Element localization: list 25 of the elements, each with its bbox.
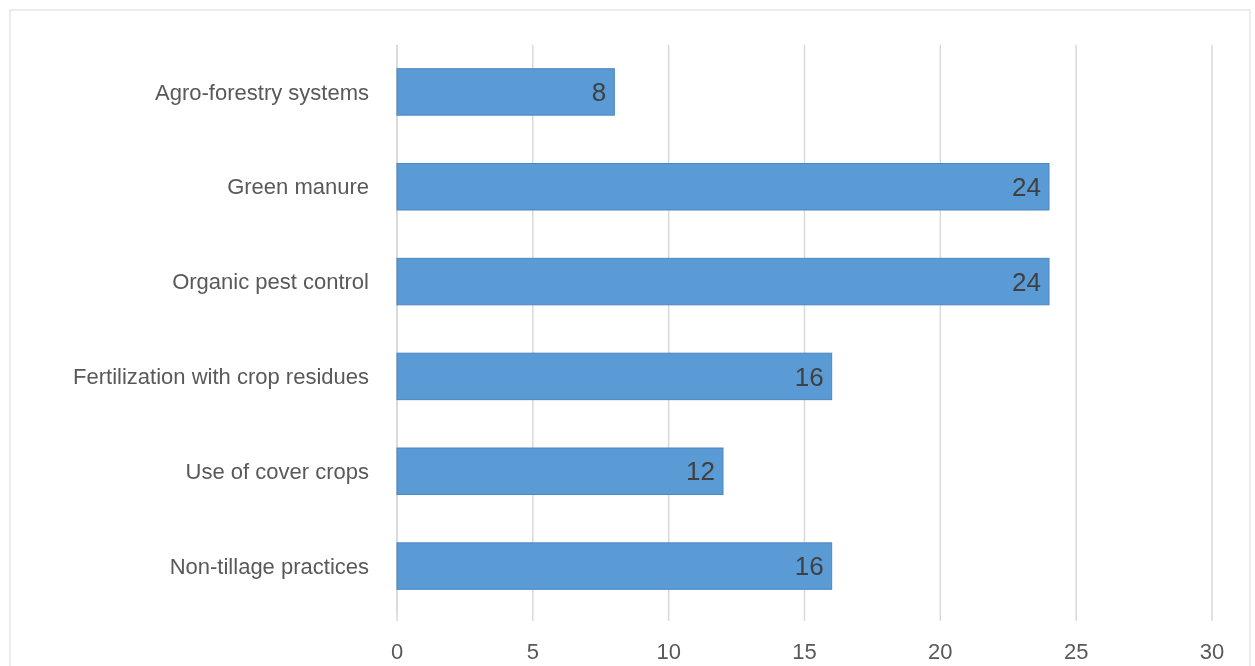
x-tick-label: 10 xyxy=(656,638,681,664)
x-tick-label: 20 xyxy=(928,638,953,664)
bar xyxy=(396,352,833,401)
x-tick-label: 30 xyxy=(1199,638,1225,664)
bar xyxy=(396,68,615,116)
data-label: 8 xyxy=(591,77,607,108)
x-tick-label: 5 xyxy=(526,638,539,664)
x-tick-label: 0 xyxy=(390,638,404,664)
y-tick-label: Non-tillage practices xyxy=(169,553,369,579)
x-tick-label: 15 xyxy=(792,638,817,664)
bar xyxy=(396,447,724,495)
y-tick-label: Agro-forestry systems xyxy=(155,79,369,105)
bar xyxy=(396,542,833,590)
bar xyxy=(396,257,1050,306)
bar xyxy=(396,163,1050,211)
y-tick-label: Organic pest control xyxy=(172,269,369,295)
data-label: 12 xyxy=(686,456,715,487)
x-tick-label: 25 xyxy=(1063,638,1089,664)
data-label: 16 xyxy=(794,361,824,392)
data-label: 16 xyxy=(794,551,824,582)
y-tick-label: Fertilization with crop residues xyxy=(73,364,369,390)
data-label: 24 xyxy=(1012,266,1041,297)
y-tick-label: Green manure xyxy=(227,174,369,200)
y-tick-label: Use of cover crops xyxy=(185,458,369,484)
data-label: 24 xyxy=(1012,171,1041,202)
